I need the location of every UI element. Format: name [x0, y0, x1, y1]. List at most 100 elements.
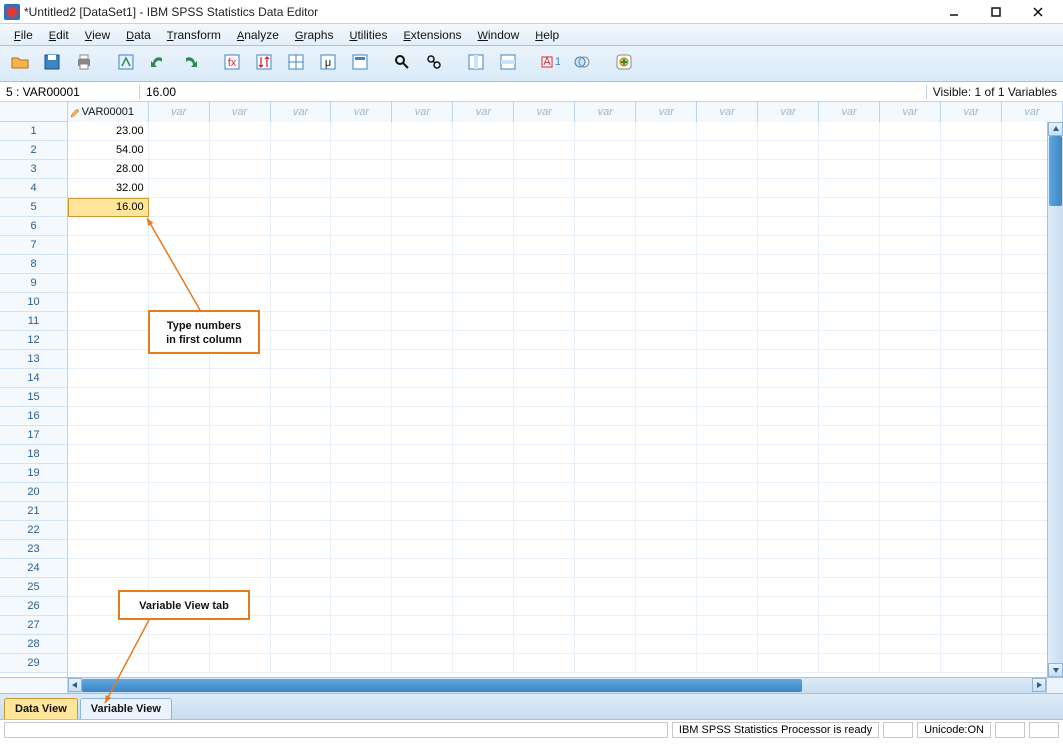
- row-header[interactable]: 9: [0, 274, 67, 293]
- data-cell[interactable]: [880, 293, 941, 312]
- data-cell[interactable]: [636, 350, 697, 369]
- data-cell[interactable]: [453, 274, 514, 293]
- data-cell[interactable]: [271, 369, 332, 388]
- data-cell[interactable]: [271, 350, 332, 369]
- data-cell[interactable]: [210, 217, 271, 236]
- data-cell[interactable]: [453, 483, 514, 502]
- data-cell[interactable]: [941, 122, 1002, 141]
- data-cell[interactable]: [392, 350, 453, 369]
- data-cell[interactable]: [758, 179, 819, 198]
- data-cell[interactable]: [392, 179, 453, 198]
- data-cell[interactable]: [514, 217, 575, 236]
- data-cell[interactable]: [210, 236, 271, 255]
- data-cell[interactable]: [331, 616, 392, 635]
- data-cell[interactable]: [880, 578, 941, 597]
- data-cell[interactable]: [758, 122, 819, 141]
- data-cell[interactable]: [819, 160, 880, 179]
- data-cell[interactable]: [331, 502, 392, 521]
- data-cell[interactable]: [636, 274, 697, 293]
- menu-view[interactable]: View: [77, 26, 118, 44]
- data-cell[interactable]: [271, 217, 332, 236]
- data-cell[interactable]: [941, 312, 1002, 331]
- data-cell[interactable]: [941, 521, 1002, 540]
- data-cell[interactable]: [271, 274, 332, 293]
- data-cell[interactable]: [575, 521, 636, 540]
- data-cell[interactable]: [331, 559, 392, 578]
- data-cell[interactable]: [941, 198, 1002, 217]
- data-cell[interactable]: [149, 445, 210, 464]
- data-cell[interactable]: [514, 521, 575, 540]
- column-header-placeholder[interactable]: var: [453, 102, 514, 122]
- data-cell[interactable]: [880, 274, 941, 293]
- data-cell[interactable]: [880, 407, 941, 426]
- row-header[interactable]: 12: [0, 331, 67, 350]
- data-cell[interactable]: [210, 179, 271, 198]
- data-cell[interactable]: 16.00: [68, 198, 149, 217]
- menu-window[interactable]: Window: [470, 26, 528, 44]
- data-cell[interactable]: [453, 217, 514, 236]
- data-cell[interactable]: [210, 122, 271, 141]
- data-cell[interactable]: [636, 578, 697, 597]
- data-cell[interactable]: [941, 331, 1002, 350]
- column-header-placeholder[interactable]: var: [514, 102, 575, 122]
- data-cell[interactable]: [758, 274, 819, 293]
- data-cell[interactable]: [575, 388, 636, 407]
- data-cell[interactable]: [331, 179, 392, 198]
- data-cell[interactable]: [758, 445, 819, 464]
- row-header[interactable]: 15: [0, 388, 67, 407]
- data-cell[interactable]: [941, 597, 1002, 616]
- data-cell[interactable]: [880, 559, 941, 578]
- column-header-placeholder[interactable]: var: [331, 102, 392, 122]
- toolbar-recode-button[interactable]: [112, 50, 140, 78]
- toolbar-value-labels-button[interactable]: A1: [536, 50, 564, 78]
- data-cell[interactable]: [941, 464, 1002, 483]
- data-cell[interactable]: [575, 293, 636, 312]
- hscroll-thumb[interactable]: [82, 679, 802, 692]
- data-cell[interactable]: [697, 483, 758, 502]
- data-cell[interactable]: [697, 198, 758, 217]
- data-cell[interactable]: [392, 122, 453, 141]
- menu-transform[interactable]: Transform: [159, 26, 229, 44]
- data-cell[interactable]: [271, 616, 332, 635]
- menu-edit[interactable]: Edit: [41, 26, 77, 44]
- data-cell[interactable]: [697, 217, 758, 236]
- data-cell[interactable]: [636, 255, 697, 274]
- data-cell[interactable]: [758, 236, 819, 255]
- data-cell[interactable]: [392, 502, 453, 521]
- data-cell[interactable]: [514, 464, 575, 483]
- data-cell[interactable]: [636, 407, 697, 426]
- column-header-placeholder[interactable]: var: [149, 102, 210, 122]
- data-cell[interactable]: [758, 350, 819, 369]
- data-cell[interactable]: [819, 445, 880, 464]
- data-cell[interactable]: [575, 616, 636, 635]
- data-cell[interactable]: [636, 540, 697, 559]
- data-cell[interactable]: [575, 407, 636, 426]
- data-cell[interactable]: [575, 198, 636, 217]
- data-cell[interactable]: [941, 445, 1002, 464]
- data-cell[interactable]: [575, 122, 636, 141]
- data-cell[interactable]: [880, 255, 941, 274]
- data-cell[interactable]: [453, 331, 514, 350]
- data-cell[interactable]: [392, 635, 453, 654]
- data-cell[interactable]: [331, 445, 392, 464]
- data-cell[interactable]: [575, 445, 636, 464]
- data-cell[interactable]: [697, 141, 758, 160]
- data-cell[interactable]: [514, 331, 575, 350]
- data-cell[interactable]: [819, 616, 880, 635]
- row-header[interactable]: 1: [0, 122, 67, 141]
- toolbar-replace-button[interactable]: [420, 50, 448, 78]
- data-cell[interactable]: [331, 521, 392, 540]
- data-cell[interactable]: [331, 654, 392, 673]
- data-cell[interactable]: [575, 502, 636, 521]
- data-cell[interactable]: [271, 635, 332, 654]
- data-cell[interactable]: [697, 426, 758, 445]
- data-cell[interactable]: [941, 502, 1002, 521]
- data-cell[interactable]: [697, 369, 758, 388]
- data-cell[interactable]: [210, 521, 271, 540]
- data-cell[interactable]: [271, 521, 332, 540]
- data-cell[interactable]: [819, 198, 880, 217]
- data-cell[interactable]: [758, 635, 819, 654]
- data-cell[interactable]: [392, 521, 453, 540]
- row-header[interactable]: 7: [0, 236, 67, 255]
- data-cell[interactable]: [880, 369, 941, 388]
